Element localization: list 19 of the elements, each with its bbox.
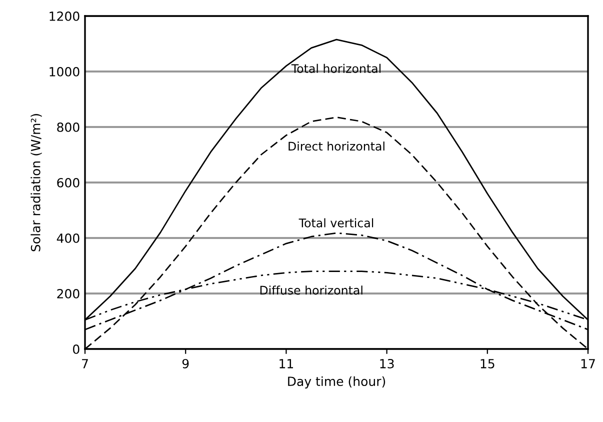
y-tick-label: 400 (56, 233, 80, 243)
series-label: Direct horizontal (288, 142, 384, 151)
x-axis-title: Day time (hour) (288, 376, 386, 388)
y-axis-title: Solar radiation (W/m²) (30, 114, 42, 252)
x-tick-label: 15 (480, 359, 494, 368)
y-tick-label: 0 (73, 344, 80, 354)
x-tick-label: 13 (380, 358, 394, 368)
x-tick-label: 17 (581, 359, 595, 368)
series-label: Diffuse horizontal (260, 286, 362, 295)
series-label: Total vertical (298, 218, 374, 228)
y-tick-label: 1000 (50, 66, 80, 76)
series-label: Total horizontal (291, 64, 380, 73)
y-tick-label: 200 (57, 288, 80, 298)
y-tick-label: 800 (57, 122, 80, 132)
x-tick-label: 7 (82, 359, 88, 368)
y-tick-label: 1200 (50, 11, 80, 21)
x-tick-label: 9 (182, 358, 189, 368)
y-tick-label: 600 (57, 178, 80, 188)
x-tick-label: 11 (280, 359, 293, 368)
